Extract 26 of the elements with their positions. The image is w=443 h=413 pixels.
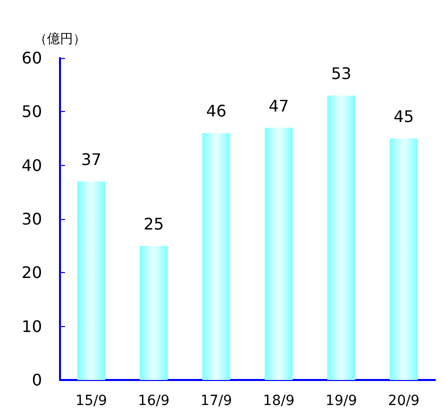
- bar: [77, 181, 106, 380]
- x-tick-label: 18/9: [263, 393, 294, 409]
- y-axis-title: （億円）: [34, 32, 86, 47]
- data-label: 47: [268, 96, 289, 116]
- bar: [202, 133, 230, 380]
- x-tick-label: 19/9: [326, 393, 357, 409]
- bar: [140, 246, 168, 380]
- bar: [327, 96, 356, 380]
- bar: [390, 138, 418, 380]
- data-label: 25: [144, 214, 164, 234]
- y-tick-label: 30: [22, 210, 42, 228]
- data-label: 45: [394, 107, 414, 126]
- y-tick-label: 20: [22, 263, 42, 282]
- y-tick-label: 0: [32, 370, 42, 390]
- x-tick-label: 15/9: [76, 393, 107, 409]
- data-label: 37: [81, 150, 102, 169]
- y-tick-label: 40: [22, 156, 42, 175]
- bar: [264, 128, 293, 380]
- y-tick-label: 50: [22, 102, 42, 122]
- y-tick-label: 60: [22, 48, 42, 68]
- x-tick-label: 17/9: [200, 393, 232, 409]
- x-tick-label: 20/9: [388, 393, 420, 409]
- data-label: 53: [331, 64, 352, 84]
- data-label: 46: [206, 102, 226, 121]
- x-tick-label: 16/9: [138, 393, 170, 409]
- y-tick-label: 10: [22, 316, 42, 336]
